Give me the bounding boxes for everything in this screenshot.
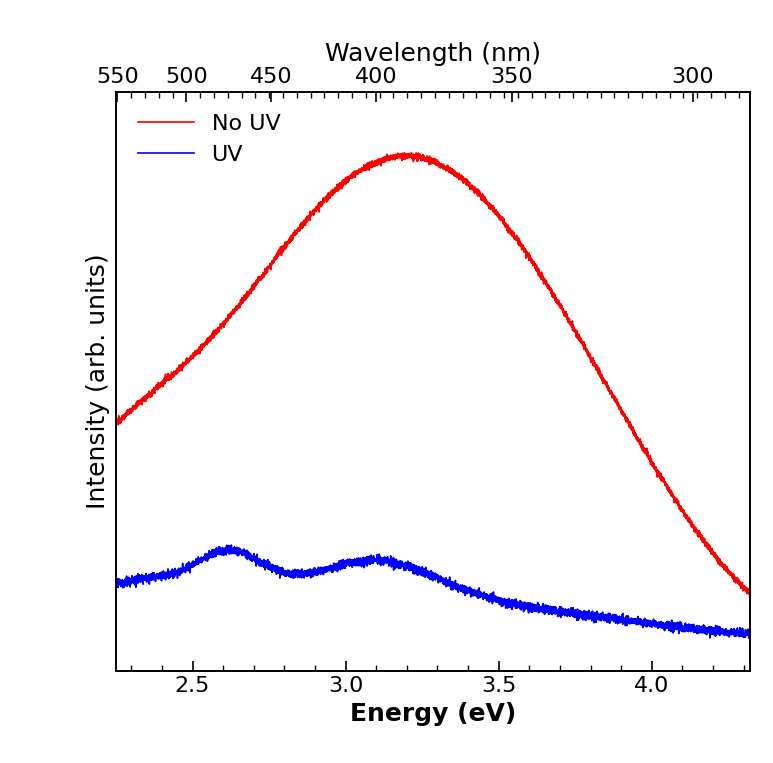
No UV (584, 352, 594, 361)
UV (226, 542, 236, 552)
Line: No UV: No UV (116, 153, 750, 597)
UV (492, 594, 501, 603)
No UV (745, 592, 754, 601)
UV (523, 602, 533, 611)
X-axis label: Wavelength (nm): Wavelength (nm) (325, 42, 541, 66)
No UV (492, 205, 501, 214)
UV (632, 618, 642, 627)
No UV (226, 312, 236, 321)
Line: UV: UV (116, 545, 750, 638)
UV (111, 579, 121, 588)
UV (353, 558, 363, 567)
UV (745, 628, 754, 637)
Y-axis label: Intensity (arb. units): Intensity (arb. units) (87, 253, 111, 510)
No UV (111, 419, 121, 428)
UV (744, 633, 754, 642)
UV (584, 607, 594, 617)
No UV (523, 252, 533, 261)
UV (226, 540, 236, 549)
No UV (407, 148, 416, 157)
No UV (353, 168, 363, 177)
X-axis label: Energy (eV): Energy (eV) (349, 702, 516, 726)
No UV (632, 435, 642, 444)
Legend: No UV, UV: No UV, UV (127, 103, 291, 176)
